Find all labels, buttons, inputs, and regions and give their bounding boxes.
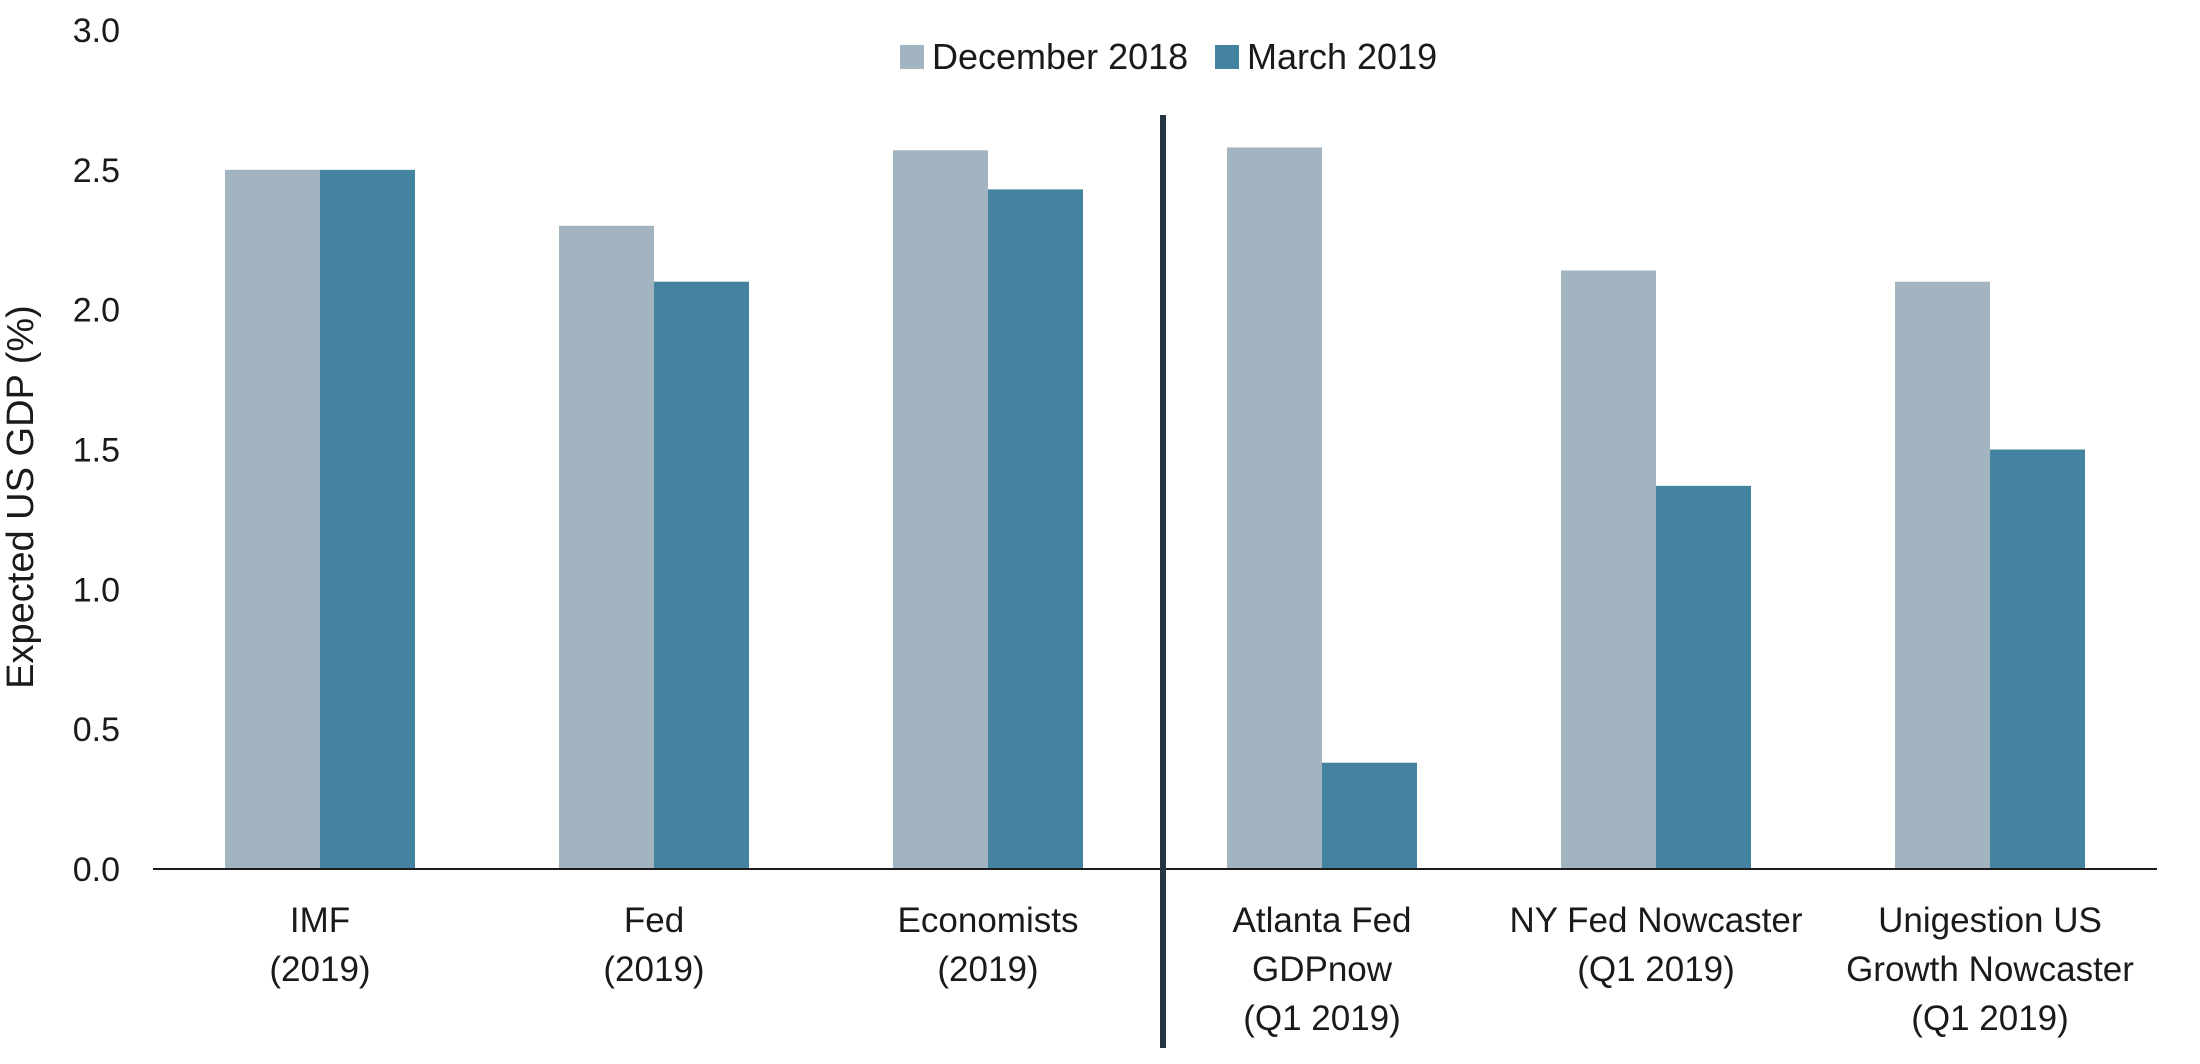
legend-label: March 2019 xyxy=(1247,36,1437,77)
category-label-line: (Q1 2019) xyxy=(1243,999,1401,1038)
y-tick-label: 2.5 xyxy=(73,152,120,190)
category-label-line: (Q1 2019) xyxy=(1911,999,2069,1038)
y-tick-label: 3.0 xyxy=(73,12,120,50)
category-label-line: GDPnow xyxy=(1252,950,1393,989)
bar-december-2018 xyxy=(893,150,988,870)
category-label-line: (2019) xyxy=(937,950,1038,989)
bar-march-2019 xyxy=(654,281,749,869)
category-label-line: Fed xyxy=(624,901,684,940)
y-tick-label: 0.5 xyxy=(73,711,120,749)
bar-march-2019 xyxy=(320,169,415,870)
category-label: Economists (2019) xyxy=(898,901,1079,989)
category-label-line: Economists xyxy=(898,901,1079,940)
legend-swatch xyxy=(900,45,924,69)
y-axis-ticks: 0.0 0.5 1.0 1.5 2.0 2.5 3.0 xyxy=(73,12,120,889)
bars xyxy=(225,147,2085,870)
bar-march-2019 xyxy=(1990,449,2085,869)
legend: December 2018 March 2019 xyxy=(900,36,1437,77)
bar-december-2018 xyxy=(1561,270,1656,870)
y-axis-title: Expected US GDP (%) xyxy=(0,305,42,689)
category-label-line: Growth Nowcaster xyxy=(1846,950,2134,989)
y-tick-label: 1.5 xyxy=(73,432,120,470)
bar-december-2018 xyxy=(559,225,654,869)
bar-december-2018 xyxy=(1895,281,1990,869)
category-label-line: IMF xyxy=(290,901,350,940)
legend-label: December 2018 xyxy=(932,36,1188,77)
y-tick-label: 2.0 xyxy=(73,292,120,330)
legend-swatch xyxy=(1215,45,1239,69)
category-label-line: NY Fed Nowcaster xyxy=(1509,901,1802,940)
bar-march-2019 xyxy=(1322,762,1417,869)
category-label: Atlanta Fed GDPnow (Q1 2019) xyxy=(1233,901,1412,1038)
category-label-line: (2019) xyxy=(269,950,370,989)
category-label-line: Atlanta Fed xyxy=(1233,901,1412,940)
y-tick-label: 0.0 xyxy=(73,851,120,889)
bar-december-2018 xyxy=(225,169,320,870)
category-label: Fed (2019) xyxy=(603,901,704,989)
bar-december-2018 xyxy=(1227,147,1322,869)
category-label: IMF (2019) xyxy=(269,901,370,989)
category-label: Unigestion US Growth Nowcaster (Q1 2019) xyxy=(1846,901,2134,1038)
y-tick-label: 1.0 xyxy=(73,571,120,609)
category-label-line: (2019) xyxy=(603,950,704,989)
category-label-line: Unigestion US xyxy=(1878,901,2102,940)
category-labels: IMF (2019) Fed (2019) Economists (2019) Atlant… xyxy=(269,901,2134,1038)
bar-march-2019 xyxy=(1656,485,1751,869)
category-label-line: (Q1 2019) xyxy=(1577,950,1735,989)
bar-march-2019 xyxy=(988,189,1083,869)
category-label: NY Fed Nowcaster (Q1 2019) xyxy=(1509,901,1802,989)
